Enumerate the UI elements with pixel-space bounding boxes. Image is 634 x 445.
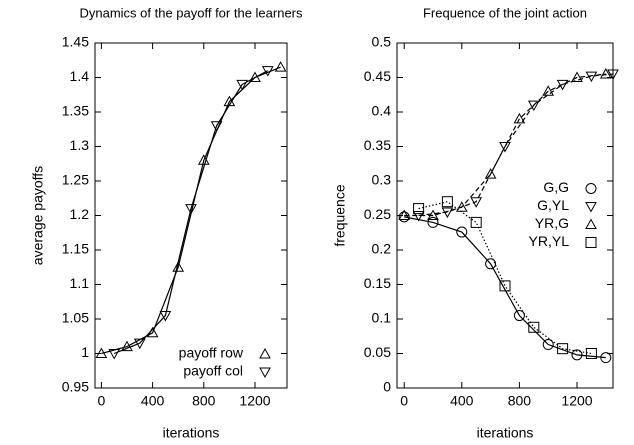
x-tick-label: 800 [508, 393, 532, 409]
series-line [418, 73, 614, 217]
marker [513, 310, 525, 322]
marker [259, 367, 271, 379]
marker [427, 209, 439, 220]
y-tick-label: 0.3 [372, 172, 392, 188]
marker [542, 85, 555, 96]
x-axis-label: iterations [163, 425, 220, 441]
marker [441, 196, 453, 208]
y-tick-label: 1.4 [70, 68, 90, 84]
legend-label: payoff col [183, 363, 243, 379]
series-line [418, 201, 592, 355]
plot-frame [94, 42, 288, 389]
marker [585, 218, 597, 229]
marker [585, 183, 597, 194]
marker [599, 68, 612, 79]
series-line [404, 216, 606, 359]
legend-label: YR,G [535, 215, 569, 231]
marker [185, 204, 197, 215]
marker [556, 79, 569, 91]
marker [159, 311, 172, 322]
marker [528, 321, 540, 333]
marker [607, 69, 619, 81]
y-axis-label: frequence [332, 184, 348, 246]
x-tick-label: 0 [400, 393, 408, 409]
marker [470, 197, 483, 208]
marker [571, 71, 583, 82]
marker [133, 338, 146, 350]
marker [499, 280, 511, 292]
marker [95, 347, 108, 358]
chart-title: Frequence of the joint action [423, 5, 587, 20]
y-tick-label: 0.15 [364, 275, 391, 291]
marker [499, 142, 511, 153]
x-tick-label: 1200 [239, 393, 270, 409]
marker [259, 347, 271, 359]
series-line [113, 70, 269, 355]
series-line [404, 73, 606, 217]
y-tick-label: 1.3 [70, 137, 90, 153]
y-tick-label: 1.2 [70, 206, 90, 222]
marker [249, 71, 261, 82]
y-tick-label: 0.05 [364, 344, 391, 360]
marker [585, 237, 597, 248]
x-tick-label: 0 [98, 393, 106, 409]
y-tick-label: 0.45 [364, 68, 391, 84]
marker [121, 340, 133, 352]
marker [585, 202, 597, 213]
y-tick-label: 0.95 [62, 379, 89, 395]
y-tick-label: 1.15 [62, 241, 89, 257]
marker [427, 216, 439, 228]
chart-title: Dynamics of the payoff for the learners [79, 5, 303, 20]
marker [413, 203, 425, 215]
marker [261, 66, 274, 77]
marker [484, 168, 497, 179]
y-tick-label: 0.25 [364, 206, 391, 222]
y-axis-label: average payoffs [30, 166, 46, 265]
marker [108, 349, 121, 360]
marker [398, 211, 410, 223]
marker [456, 226, 468, 238]
y-tick-label: 1 [81, 344, 89, 360]
y-tick-label: 1.45 [62, 34, 89, 50]
x-tick-label: 400 [141, 393, 165, 409]
x-tick-label: 1200 [561, 393, 592, 409]
y-tick-label: 0.5 [372, 34, 392, 50]
marker [210, 121, 223, 132]
marker [600, 352, 612, 364]
y-tick-label: 1.25 [62, 172, 89, 188]
marker [542, 339, 554, 351]
legend-label: YR,YL [529, 233, 570, 249]
marker [470, 216, 482, 228]
marker [571, 349, 583, 361]
y-tick-label: 0 [383, 379, 391, 395]
marker [485, 258, 497, 270]
marker [585, 348, 597, 359]
marker [274, 61, 287, 72]
x-tick-label: 400 [450, 393, 474, 409]
marker [236, 79, 249, 91]
y-tick-label: 0.1 [372, 310, 392, 326]
legend-label: G,YL [537, 197, 569, 213]
x-axis-label: iterations [477, 425, 534, 441]
y-tick-label: 1.1 [70, 275, 90, 291]
x-tick-label: 800 [192, 393, 216, 409]
y-tick-label: 0.4 [372, 103, 392, 119]
marker [455, 201, 468, 212]
marker [172, 261, 185, 272]
y-tick-label: 0.2 [372, 241, 392, 257]
y-tick-label: 1.35 [62, 103, 89, 119]
y-tick-label: 1.05 [62, 310, 89, 326]
y-tick-label: 0.35 [364, 137, 391, 153]
marker [527, 100, 540, 112]
marker [398, 209, 411, 220]
marker [513, 112, 526, 124]
plot-frame [396, 42, 614, 389]
legend-label: G,G [543, 179, 569, 195]
legend-label: payoff row [179, 345, 244, 361]
marker [557, 343, 569, 355]
